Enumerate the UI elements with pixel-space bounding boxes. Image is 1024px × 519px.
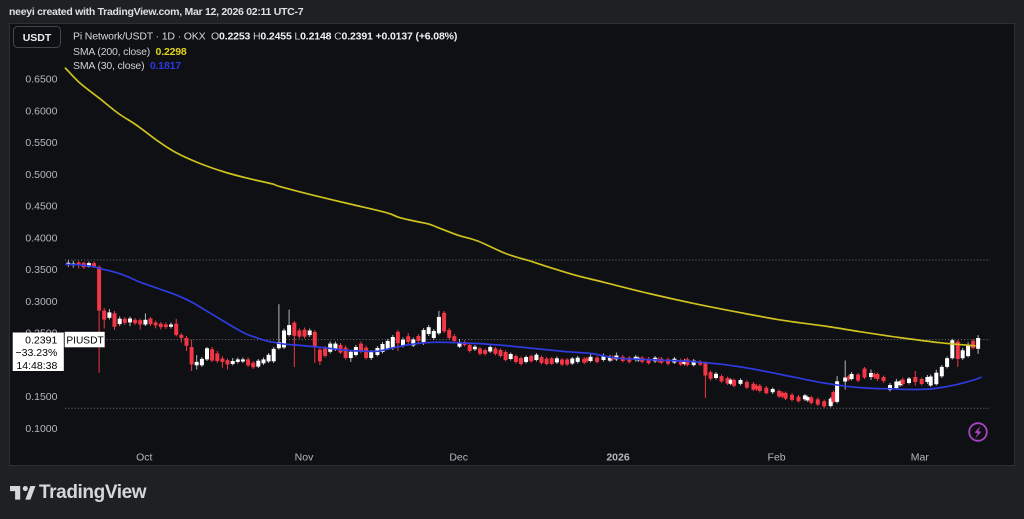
svg-text:0.3500: 0.3500	[25, 264, 57, 276]
svg-text:Dec: Dec	[449, 451, 468, 463]
svg-text:0.6500: 0.6500	[25, 74, 57, 86]
svg-text:Pi Network/USDT · 1D · OKX O0: Pi Network/USDT · 1D · OKX O0.2253 H0.24…	[73, 30, 457, 42]
svg-text:Feb: Feb	[768, 451, 786, 463]
svg-text:0.2391: 0.2391	[25, 334, 57, 346]
svg-text:SMA (200, close) 0.2298: SMA (200, close) 0.2298	[73, 46, 187, 58]
svg-text:Mar: Mar	[911, 451, 930, 463]
svg-text:0.4000: 0.4000	[25, 232, 57, 244]
svg-text:0.6000: 0.6000	[25, 105, 57, 117]
svg-text:−33.23%: −33.23%	[16, 347, 58, 359]
svg-text:PIUSDT: PIUSDT	[66, 335, 103, 346]
svg-text:0.3000: 0.3000	[25, 296, 57, 308]
svg-text:0.1000: 0.1000	[25, 423, 57, 435]
svg-text:0.4500: 0.4500	[25, 201, 57, 213]
svg-text:0.5500: 0.5500	[25, 137, 57, 149]
svg-text:USDT: USDT	[23, 32, 52, 44]
svg-text:2026: 2026	[606, 451, 630, 463]
svg-text:14:48:38: 14:48:38	[16, 360, 57, 372]
svg-text:SMA (30, close) 0.1817: SMA (30, close) 0.1817	[73, 60, 181, 72]
svg-text:Oct: Oct	[136, 451, 152, 463]
svg-text:0.1500: 0.1500	[25, 391, 57, 403]
svg-text:Nov: Nov	[295, 451, 314, 463]
svg-text:0.5000: 0.5000	[25, 169, 57, 181]
